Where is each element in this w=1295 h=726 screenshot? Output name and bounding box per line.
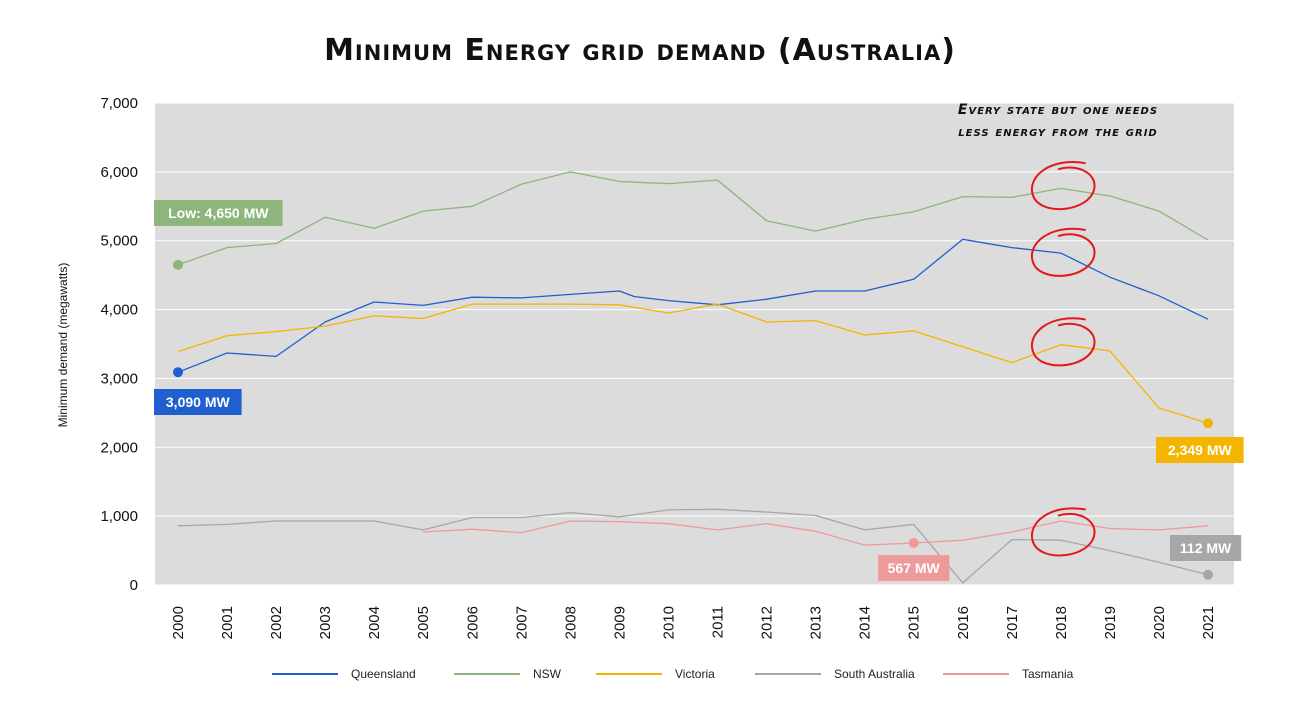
callout-box <box>1156 437 1244 463</box>
x-tick-label: 2020 <box>1151 606 1168 639</box>
x-tick-label: 2011 <box>710 606 727 638</box>
x-tick-label: 2004 <box>366 606 383 639</box>
highlight-circle <box>1030 317 1096 367</box>
x-tick-label: 2009 <box>611 606 628 639</box>
callout-marker <box>908 537 919 548</box>
callout-label: Low: 4,650 MW <box>168 205 269 221</box>
x-tick-label: 2007 <box>513 606 530 639</box>
chart-title: Minimum Energy grid demand (Australia) <box>324 33 956 68</box>
x-tick-label: 2003 <box>317 606 334 639</box>
x-tick-label: 2017 <box>1004 606 1021 639</box>
x-tick-label: 2018 <box>1053 606 1070 639</box>
y-tick-label: 1,000 <box>100 508 138 525</box>
callout-box <box>154 389 242 415</box>
highlight-circle <box>1030 161 1096 211</box>
highlight-circle <box>1030 227 1096 277</box>
x-tick-label: 2002 <box>268 606 285 639</box>
series-line-tasmania <box>423 520 1209 546</box>
legend-label: Victoria <box>675 667 715 681</box>
callout-box <box>154 200 283 226</box>
x-tick-label: 2006 <box>464 606 481 639</box>
legend-label: Tasmania <box>1022 667 1074 681</box>
legend-label: South Australia <box>834 667 915 681</box>
series-line-nsw <box>177 171 1209 266</box>
y-tick-label: 3,000 <box>100 370 138 387</box>
gridlines <box>155 102 1234 586</box>
callout-marker <box>173 259 183 270</box>
highlight-circle <box>1030 507 1096 557</box>
series-line-queensland <box>177 238 1209 373</box>
x-tick-label: 2016 <box>955 606 972 639</box>
value-callouts: Low: 4,650 MW 3,090 MW 2,349 MW 112 MW 567 M… <box>154 200 1244 581</box>
callout-label: 2,349 MW <box>1168 442 1233 458</box>
legend: Queensland NSW Victoria South Australia Tasm… <box>272 667 1074 681</box>
x-tick-label: 2013 <box>808 606 825 639</box>
series-line-south-australia <box>177 508 1209 584</box>
y-tick-label: 4,000 <box>100 302 138 319</box>
y-tick-label: 6,000 <box>100 164 138 181</box>
callout-box <box>1170 535 1242 561</box>
x-tick-label: 2000 <box>170 606 187 639</box>
callout-marker <box>1203 418 1213 429</box>
series-lines <box>177 171 1209 584</box>
annotation-line-1: Every state but one needs <box>958 102 1158 118</box>
callout-label: 112 MW <box>1180 540 1232 556</box>
y-axis-label: Minimum demand (megawatts) <box>56 263 70 428</box>
x-tick-label: 2019 <box>1102 606 1119 639</box>
x-tick-label: 2001 <box>219 606 236 639</box>
x-tick-label: 2008 <box>562 606 579 639</box>
callout-box <box>878 554 950 581</box>
callout-marker <box>173 367 183 378</box>
annotation: Every state but one needs less energy fr… <box>958 102 1158 140</box>
callout-label: 3,090 MW <box>166 394 231 410</box>
callout-label: 567 MW <box>888 560 941 576</box>
callout-marker <box>1203 569 1213 580</box>
x-tick-label: 2015 <box>906 606 923 639</box>
plot-area <box>155 103 1234 585</box>
x-tick-label: 2010 <box>660 606 677 639</box>
y-tick-label: 5,000 <box>100 233 138 250</box>
x-tick-label: 2014 <box>857 606 874 639</box>
y-axis-ticks: 0 1,000 2,000 3,000 4,000 5,000 6,000 7,000 <box>100 95 138 594</box>
x-tick-label: 2005 <box>415 606 432 639</box>
y-tick-label: 2,000 <box>100 439 138 456</box>
highlight-circles <box>1030 161 1096 557</box>
legend-label: Queensland <box>351 667 416 681</box>
y-tick-label: 7,000 <box>100 95 138 112</box>
x-axis-ticks: 2000 2001 2002 2003 2004 2005 2006 2007 2008 2009… <box>170 606 1217 639</box>
x-tick-label: 2012 <box>759 606 776 639</box>
y-tick-label: 0 <box>130 577 138 594</box>
legend-label: NSW <box>533 667 562 681</box>
x-tick-label: 2021 <box>1200 606 1217 639</box>
annotation-line-2: less energy from the grid <box>958 124 1157 140</box>
series-line-victoria <box>177 303 1209 424</box>
